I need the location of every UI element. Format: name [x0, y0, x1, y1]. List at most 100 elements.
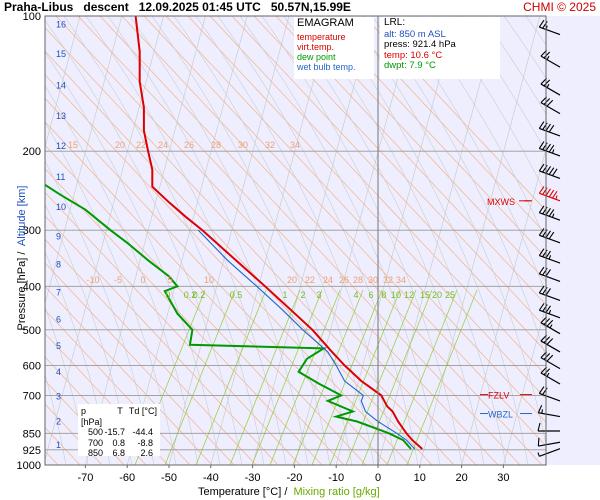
table-row: 500 -15.7 -44.4: [81, 427, 157, 438]
y-tick-label: 925: [23, 445, 41, 457]
dry-adiabat-line: [45, 168, 323, 465]
moist-adiabat-line: [45, 121, 177, 465]
x-axis-label-temperature: Temperature [°C]: [198, 486, 282, 498]
wind-barb-flag: [548, 124, 555, 133]
wind-barb-flag: [538, 141, 545, 149]
mixing-ratio-line: [269, 289, 341, 465]
wind-barb-flag: [538, 121, 545, 129]
moist-adiabat-line: [217, 16, 419, 465]
adiabat-label: 28: [353, 275, 363, 285]
adiabat-label: 24: [323, 275, 333, 285]
x-tick-label: -20: [286, 472, 302, 484]
wind-barb-flag: [545, 188, 551, 196]
dry-adiabat-line: [275, 16, 546, 306]
table-row: 850 6.8 2.6: [81, 448, 157, 459]
moist-adiabat-line: [45, 51, 221, 465]
altitude-tick-label: 5: [56, 341, 61, 351]
profile-dew-point: [45, 183, 412, 450]
wind-barb-flag: [543, 336, 551, 344]
dry-adiabat-line: [121, 16, 543, 465]
moist-adiabat-line: [45, 19, 243, 465]
lrl-dwpt: dwpt: 7.9 °C: [384, 60, 436, 71]
mixing-ratio-label: 2: [300, 290, 305, 300]
mixing-ratio-label: 0.5: [230, 290, 243, 300]
dry-adiabat-line: [165, 16, 546, 423]
adiabat-label: 34: [290, 140, 300, 150]
wind-barb-flag: [538, 386, 545, 394]
mixing-ratio-line: [329, 289, 401, 465]
level-table-header: p [hPa] T Td [°C]: [81, 406, 157, 427]
y-tick-label: 1000: [17, 460, 41, 472]
x-tick-label: -70: [77, 472, 93, 484]
x-tick-label: 0: [375, 472, 381, 484]
x-tick-label: -10: [328, 472, 344, 484]
wind-barb-half-flag: [551, 213, 555, 218]
y-tick-label: 300: [23, 225, 41, 237]
wind-barb: [538, 228, 561, 244]
altitude-tick-label: 10: [56, 202, 66, 212]
y-tick-label: 400: [23, 281, 41, 293]
mixing-ratio-label: 0.2: [193, 290, 206, 300]
wind-barb-half-flag: [549, 324, 553, 329]
altitude-tick-label: 9: [56, 231, 61, 241]
table-cell: -44.4: [132, 427, 153, 437]
wind-barb: [538, 186, 561, 202]
moist-adiabat-line: [85, 16, 287, 465]
adiabat-label: 30: [368, 275, 378, 285]
adiabat-label: 32: [383, 275, 393, 285]
mixing-ratio-label: 15: [420, 290, 430, 300]
dry-adiabat-line: [45, 121, 367, 465]
profile-wet-bulb-temp: [197, 229, 416, 450]
wind-barb-flag: [545, 207, 551, 216]
table-row: 700 0.8 -8.8: [81, 438, 157, 449]
adiabat-label: 26: [184, 140, 194, 150]
adiabat-label: 30: [238, 140, 248, 150]
plot-background: [45, 16, 546, 465]
mixing-ratio-label: 1: [282, 290, 287, 300]
mixing-ratio-line: [386, 289, 458, 465]
mixing-ratio-line: [292, 289, 364, 465]
wind-barb-flag: [538, 205, 545, 214]
wind-barb-flag: [538, 248, 545, 256]
lrl-temp: temp: 10.6 °C: [384, 49, 443, 61]
isotherm-line: [210, 16, 332, 465]
wind-barb-half-flag: [555, 195, 558, 200]
dry-adiabat-line: [55, 16, 477, 465]
table-cell: 6.8: [112, 448, 125, 458]
moist-adiabat-line: [45, 160, 155, 465]
dry-adiabat-line: [45, 309, 191, 465]
adiabat-label: 20: [287, 275, 297, 285]
adiabat-label: 0: [140, 275, 145, 285]
dry-adiabat-line: [253, 16, 546, 329]
wind-barb: [538, 121, 561, 137]
dry-adiabat-line: [45, 238, 257, 465]
table-header-t: T: [117, 406, 123, 416]
wind-barb-flag: [546, 354, 554, 362]
y-tick-label: 500: [23, 325, 41, 337]
wind-barb-flag: [537, 437, 540, 447]
lrl-info: LRL: alt: 850 m ASL press: 921.4 hPa tem…: [380, 17, 500, 79]
wind-barb-staff: [538, 441, 561, 447]
wind-barb-flag: [538, 285, 545, 294]
adiabat-label: 20: [115, 140, 125, 150]
adiabat-label: 22: [305, 275, 315, 285]
mixing-ratio-label: 3: [316, 290, 321, 300]
wind-barb-flag: [548, 209, 555, 217]
dry-adiabat-line: [45, 262, 235, 465]
isotherm-line: [377, 16, 499, 465]
y-axis-label-pressure: Pressure [hPa]: [16, 257, 28, 331]
y-axis-label-altitude: Altitude [km]: [16, 185, 28, 247]
legend-title: EMAGRAM: [297, 17, 354, 29]
altitude-tick-label: 14: [56, 80, 66, 90]
adiabat-label: 5: [167, 275, 172, 285]
x-axis-label-mixing: Mixing ratio [g/kg]: [293, 486, 380, 498]
wind-barb-flag: [538, 266, 545, 275]
mixing-ratio-label: 0: [165, 290, 170, 300]
altitude-tick-label: 13: [56, 111, 66, 121]
level-table: p [hPa] T Td [°C] 500 -15.7 -44.4 700 0.…: [78, 404, 160, 459]
wind-barb-flag: [552, 190, 558, 199]
wind-barb-flag: [543, 51, 551, 59]
x-tick-label: 20: [455, 472, 467, 484]
moist-adiabat-line: [481, 16, 546, 115]
wind-barb-flag: [548, 167, 555, 175]
